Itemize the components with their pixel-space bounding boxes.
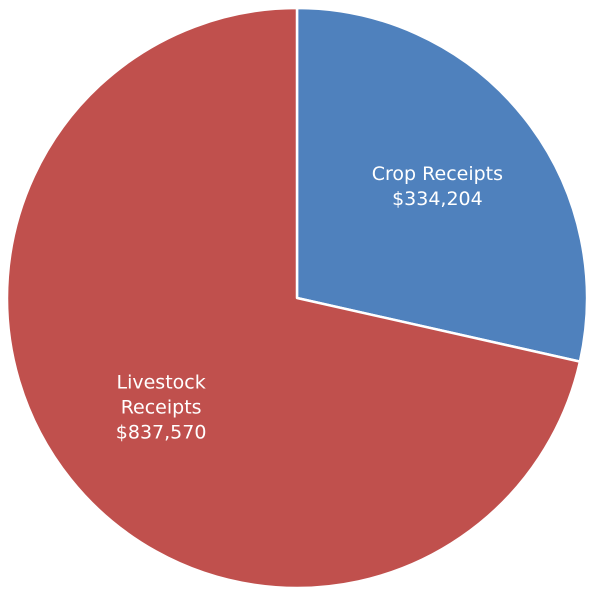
slice-label-line: $837,570 xyxy=(116,422,207,444)
pie-slice-crop-receipts xyxy=(295,6,589,363)
slice-label-line: Receipts xyxy=(121,397,202,419)
slice-label-line: Crop Receipts xyxy=(372,163,503,185)
slice-label-line: Livestock xyxy=(117,372,206,394)
slice-label-livestock-receipts: Livestock Receipts $837,570 xyxy=(116,372,207,444)
pie-slice-livestock-receipts xyxy=(5,6,582,590)
pie-labels: Crop Receipts $334,204 Livestock Receipts $8… xyxy=(116,163,503,444)
slice-label-line: $334,204 xyxy=(392,188,483,210)
slice-label-crop-receipts: Crop Receipts $334,204 xyxy=(372,163,503,210)
pie-slices xyxy=(5,6,589,590)
